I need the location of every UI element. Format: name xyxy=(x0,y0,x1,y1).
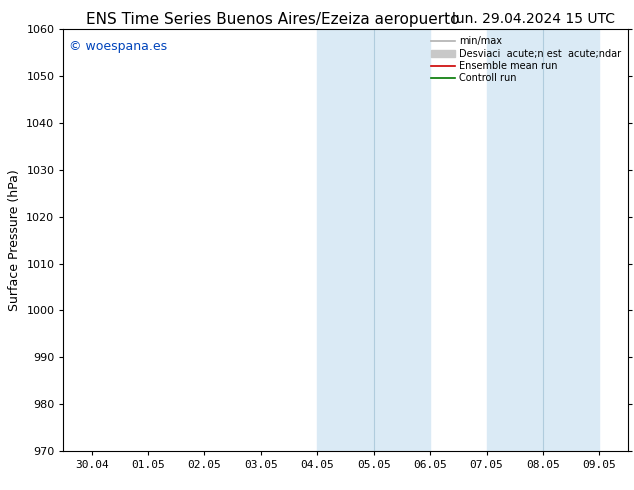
Bar xyxy=(317,29,374,451)
Bar xyxy=(487,29,543,451)
Text: © woespana.es: © woespana.es xyxy=(69,40,167,53)
Legend: min/max, Desviaci  acute;n est  acute;ndar, Ensemble mean run, Controll run: min/max, Desviaci acute;n est acute;ndar… xyxy=(429,34,623,85)
Y-axis label: Surface Pressure (hPa): Surface Pressure (hPa) xyxy=(8,169,21,311)
Bar xyxy=(374,29,430,451)
Text: ENS Time Series Buenos Aires/Ezeiza aeropuerto: ENS Time Series Buenos Aires/Ezeiza aero… xyxy=(86,12,460,27)
Bar xyxy=(543,29,600,451)
Text: lun. 29.04.2024 15 UTC: lun. 29.04.2024 15 UTC xyxy=(452,12,615,26)
